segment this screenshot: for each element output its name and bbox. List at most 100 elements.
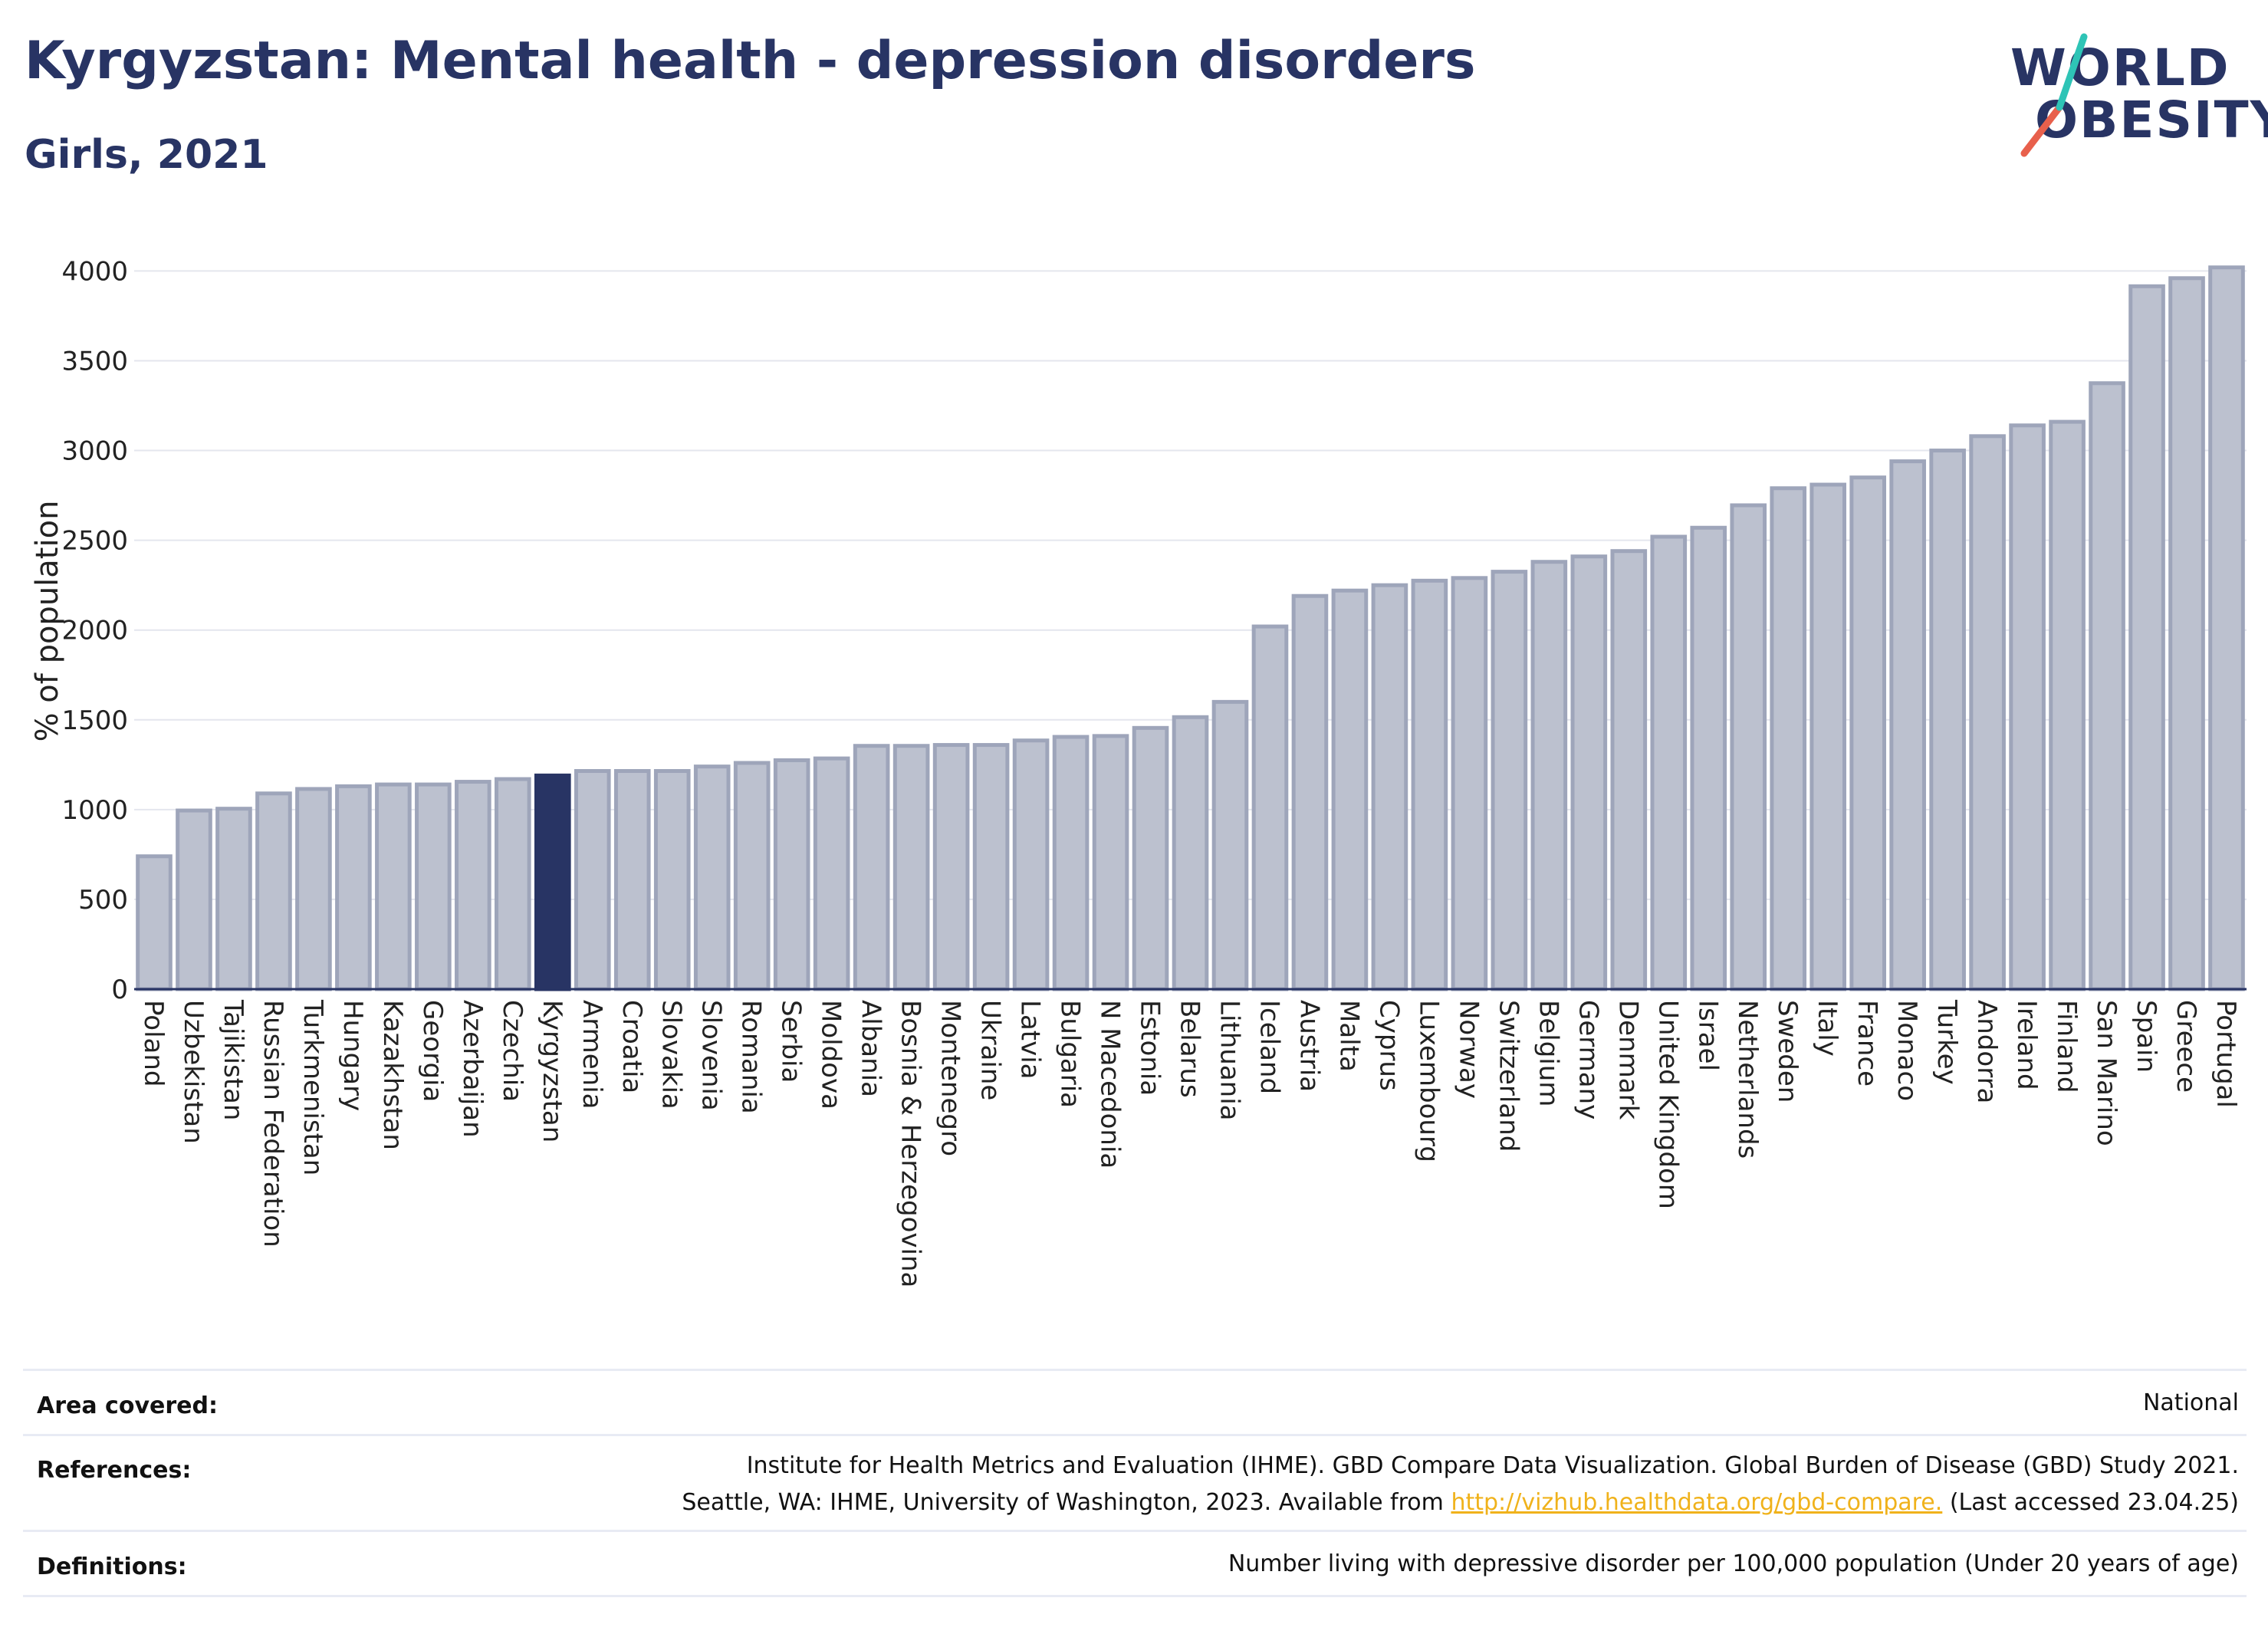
footer-divider: [23, 1595, 2247, 1597]
chart-title: Kyrgyzstan: Mental health - depression d…: [25, 31, 1476, 91]
footer-divider: [23, 1434, 2247, 1436]
x-tick-label: Moldova: [816, 1000, 846, 1110]
bar-slovenia: [693, 764, 731, 991]
x-tick-label: San Marino: [2091, 1000, 2122, 1146]
world-obesity-logo: WORLD OBESITY: [1994, 31, 2268, 161]
bar-ukraine: [972, 743, 1010, 991]
y-tick-label: 2000: [61, 616, 128, 646]
x-tick-label: Malta: [1333, 1000, 1364, 1072]
x-tick-label: N Macedonia: [1095, 1000, 1126, 1169]
x-tick-label: Kazakhstan: [377, 1000, 408, 1150]
bar-san-marino: [2089, 381, 2125, 991]
references-label: References:: [37, 1457, 192, 1484]
x-tick-label: Iceland: [1254, 1000, 1284, 1094]
x-tick-label: Estonia: [1135, 1000, 1165, 1096]
x-tick-label: Andorra: [1971, 1000, 2002, 1103]
bar-malta: [1331, 588, 1369, 991]
bar-czechia: [495, 777, 531, 991]
bar-monaco: [1889, 459, 1926, 991]
x-tick-label: Georgia: [417, 1000, 448, 1102]
y-tick-label: 3500: [61, 346, 128, 376]
x-tick-label: Austria: [1293, 1000, 1324, 1092]
bar-cyprus: [1371, 583, 1408, 991]
references-line-1: Institute for Health Metrics and Evaluat…: [746, 1452, 2239, 1479]
x-tick-label: Uzbekistan: [178, 1000, 209, 1144]
bar-lithuania: [1211, 699, 1249, 991]
x-tick-label: Cyprus: [1373, 1000, 1404, 1091]
x-tick-label: Azerbaijan: [457, 1000, 488, 1138]
bar-ireland: [2009, 423, 2046, 991]
bar-belgium: [1530, 560, 1568, 991]
references-line-2-post: (Last accessed 23.04.25): [1949, 1489, 2239, 1516]
logo-line-1: WORLD: [2010, 38, 2230, 97]
bar-kazakhstan: [375, 782, 412, 991]
logo-slash-icon: [2020, 33, 2088, 157]
x-tick-label: Kyrgyzstan: [537, 1000, 567, 1142]
x-tick-label: Denmark: [1612, 1000, 1643, 1120]
bar-israel: [1690, 525, 1727, 991]
x-tick-label: Czechia: [497, 1000, 528, 1102]
y-axis-label: % of population: [30, 501, 65, 742]
bar-france: [1849, 475, 1886, 991]
bar-united-kingdom: [1650, 534, 1688, 991]
x-tick-label: Belgium: [1533, 1000, 1563, 1106]
y-tick-label: 0: [111, 975, 128, 1005]
references-link[interactable]: http://vizhub.healthdata.org/gbd-compare…: [1451, 1489, 1943, 1516]
bar-bulgaria: [1052, 735, 1090, 991]
x-tick-label: Greece: [2171, 1000, 2201, 1093]
bar-moldova: [813, 756, 850, 991]
bar-portugal: [2208, 265, 2245, 991]
bar-austria: [1291, 593, 1329, 991]
chart-subtitle: Girls, 2021: [25, 132, 268, 178]
x-tick-label: Romania: [736, 1000, 767, 1114]
bar-greece: [2168, 276, 2205, 991]
y-tick-label: 500: [78, 885, 128, 916]
bar-croatia: [613, 769, 651, 991]
area-covered-label: Area covered:: [37, 1392, 218, 1419]
x-tick-label: Croatia: [616, 1000, 647, 1093]
x-tick-label: Montenegro: [935, 1000, 966, 1156]
x-tick-label: Spain: [2131, 1000, 2161, 1073]
bar-italy: [1809, 482, 1847, 991]
x-tick-label: Norway: [1453, 1000, 1484, 1099]
bar-netherlands: [1730, 503, 1767, 991]
logo-line-2: OBESITY: [2035, 90, 2268, 150]
x-tick-label: Germany: [1573, 1000, 1603, 1119]
x-tick-label: Ireland: [2011, 1000, 2042, 1090]
x-tick-label: Ukraine: [975, 1000, 1006, 1100]
bar-hungary: [335, 784, 372, 991]
x-tick-label: Portugal: [2210, 1000, 2241, 1108]
bar-denmark: [1610, 549, 1648, 991]
x-tick-label: Sweden: [1772, 1000, 1803, 1103]
x-tick-label: Turkmenistan: [297, 999, 328, 1175]
bar-chart: 0 500 1000 1500 2000 2500 3000 3500 4000 % of pop…: [30, 256, 2247, 1287]
references-line-2: Seattle, WA: IHME, University of Washing…: [682, 1484, 2239, 1521]
bar-germany: [1570, 554, 1608, 991]
bar-azerbaijan: [455, 780, 491, 991]
definitions-value: Number living with depressive disorder p…: [1228, 1550, 2239, 1577]
bar-kyrgyzstan: [534, 773, 571, 991]
x-tick-label: Albania: [856, 1000, 886, 1097]
y-tick-label: 2500: [61, 526, 128, 557]
x-tick-label: Monaco: [1892, 1000, 1922, 1101]
y-tick-label: 1000: [61, 795, 128, 826]
bar-poland: [136, 854, 173, 991]
x-tick-label: Slovakia: [656, 1000, 687, 1110]
x-tick-label: Belarus: [1175, 1000, 1205, 1098]
y-tick-label: 1500: [61, 705, 128, 736]
x-tick-label: Poland: [138, 1000, 169, 1087]
x-tick-label: France: [1852, 1000, 1882, 1087]
x-tick-label: Bosnia & Herzegovina: [896, 1000, 926, 1287]
x-tick-label: Finland: [2051, 1000, 2082, 1093]
bar-albania: [853, 744, 890, 991]
bar-slovakia: [653, 769, 691, 991]
x-tick-label: Netherlands: [1732, 1000, 1763, 1159]
bar-serbia: [773, 758, 810, 991]
bar-n-macedonia: [1092, 734, 1129, 991]
x-tick-label: Latvia: [1015, 1000, 1046, 1080]
x-tick-label: Lithuania: [1214, 1000, 1244, 1120]
bar-latvia: [1012, 738, 1050, 991]
x-tick-label: Italy: [1812, 1000, 1842, 1057]
bar-armenia: [574, 769, 611, 991]
footer-divider: [23, 1530, 2247, 1532]
